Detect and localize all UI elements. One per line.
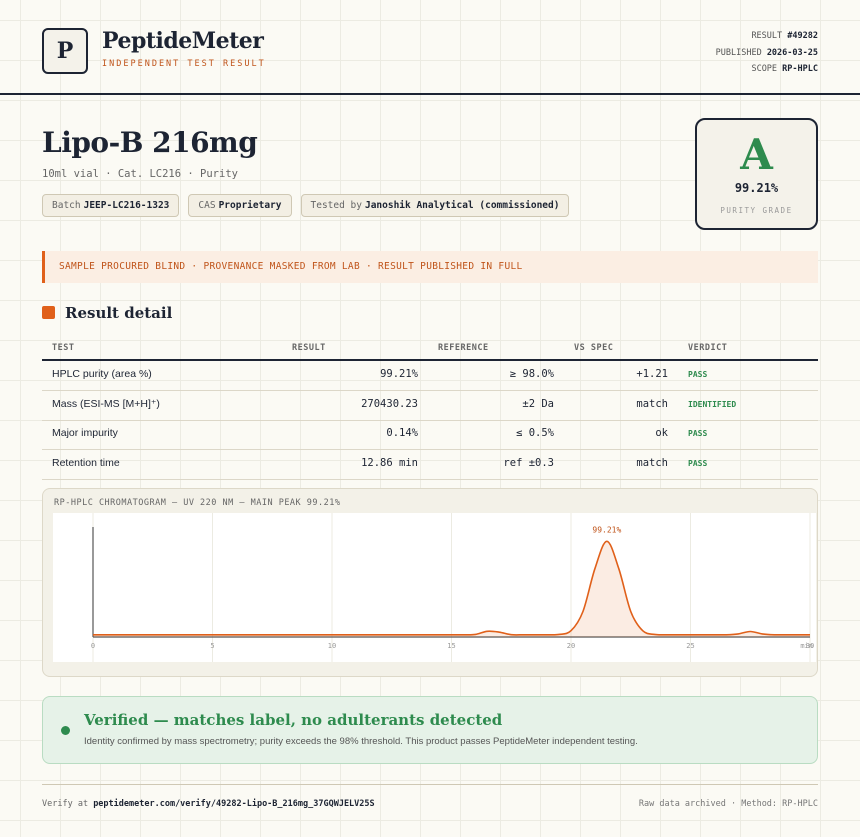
x-tick-label: 30 (806, 642, 814, 650)
meta-row: SCOPE RP-HPLC (716, 61, 818, 78)
table-cell: match (636, 456, 668, 469)
plot-background (53, 513, 816, 662)
product-subtitle: 10ml vial · Cat. LC216 · Purity (42, 168, 238, 180)
meta-row: RESULT #49282 (716, 28, 818, 45)
table-cell: ±2 Da (522, 397, 554, 410)
verdict: PASS (688, 429, 708, 438)
table-rule (42, 359, 818, 361)
table-cell: +1.21 (636, 368, 668, 380)
peak-annotation: 99.21% (592, 525, 621, 534)
table-cell: ≤ 0.5% (516, 427, 554, 439)
meta-label: RESULT (751, 31, 783, 41)
grade-label: PURITY GRADE (720, 206, 793, 215)
x-tick-label: 5 (210, 642, 214, 650)
logo: P (42, 28, 88, 74)
tagline: INDEPENDENT TEST RESULT (102, 59, 266, 69)
table-header: VERDICT (688, 343, 728, 353)
table-cell: Mass (ESI-MS [M+H]⁺) (52, 397, 160, 410)
footer-verify: Verify at peptidemeter.com/verify/49282-… (42, 799, 375, 809)
tag-label: Batch (52, 200, 81, 211)
verdict: IDENTIFIED (688, 399, 737, 409)
table-cell: ref ±0.3 (503, 456, 554, 469)
tags: Batch JEEP-LC216-1323 CAS Proprietary Tested… (42, 194, 570, 217)
tag-value: Janoshik Analytical (commissioned) (364, 200, 560, 211)
notice-text: SAMPLE PROCURED BLIND · PROVENANCE MASKE… (59, 261, 523, 272)
line (93, 540, 810, 636)
verdict: PASS (688, 458, 708, 468)
footer-note: Raw data archived · Method: RP-HPLC (638, 799, 818, 809)
x-tick-label: 15 (447, 642, 455, 650)
tag-value: Proprietary (218, 200, 282, 211)
footer-divider (42, 784, 818, 785)
table-header: RESULT (292, 343, 326, 353)
section-icon (42, 306, 55, 319)
x-tick-label: 0 (91, 642, 95, 650)
tag-value: JEEP-LC216-1323 (83, 200, 170, 211)
meta-label: SCOPE (751, 64, 778, 74)
row-divider (42, 449, 818, 450)
table-header: TEST (52, 343, 75, 353)
row-divider (42, 419, 818, 421)
table-cell: 12.86 min (361, 456, 418, 469)
verified-box (42, 696, 818, 764)
tag: CAS Proprietary (188, 194, 292, 217)
tag: Tested by Janoshik Analytical (commission… (300, 194, 570, 217)
table-cell: ok (655, 427, 668, 439)
divider (0, 93, 860, 95)
table-cell: HPLC purity (area %) (52, 368, 152, 380)
verify-link[interactable]: peptidemeter.com/verify/49282-Lipo-B_216… (93, 799, 375, 809)
tag-label: CAS (198, 200, 216, 211)
verified-dot (61, 726, 70, 735)
verify-label: Verify at (42, 799, 89, 809)
section-title: Result detail (65, 304, 173, 322)
grade-value: 99.21% (734, 181, 779, 195)
grade-letter: A (740, 130, 773, 179)
table-cell: Retention time (52, 456, 120, 469)
verified-title: Verified — matches label, no adulterants… (84, 711, 503, 729)
tag: Batch JEEP-LC216-1323 (42, 194, 180, 217)
table-cell: Major impurity (52, 427, 118, 439)
x-axis-label: min (800, 642, 813, 650)
product-name: Lipo-B 216mg (42, 126, 258, 159)
meta-value: #49282 (787, 31, 818, 41)
row-divider (42, 390, 818, 391)
x-tick-label: 20 (567, 642, 575, 650)
grade-card: A 99.21% PURITY GRADE (695, 118, 818, 230)
notice: SAMPLE PROCURED BLIND · PROVENANCE MASKE… (42, 251, 818, 283)
brand: PeptideMeter (102, 28, 264, 54)
row-divider (42, 478, 818, 480)
table-cell: 99.21% (380, 368, 418, 380)
meta: RESULT #49282 PUBLISHED 2026-03-25 SCOPE R… (716, 28, 818, 78)
tag-label: Tested by (310, 200, 362, 211)
meta-row: PUBLISHED 2026-03-25 (716, 45, 818, 62)
table-cell: 0.14% (386, 427, 418, 439)
x-tick-label: 10 (328, 642, 336, 650)
meta-label: PUBLISHED (715, 47, 762, 58)
table-cell: match (636, 397, 668, 410)
verified-text: Identity confirmed by mass spectrometry;… (84, 736, 638, 747)
table-cell: 270430.23 (361, 397, 418, 410)
meta-value: RP-HPLC (782, 64, 818, 74)
meta-value: 2026-03-25 (766, 47, 818, 58)
table-cell: ≥ 98.0% (509, 368, 554, 380)
x-tick-label: 25 (686, 642, 694, 650)
table-header: VS SPEC (574, 343, 614, 353)
verdict: PASS (688, 370, 708, 379)
chart-title: RP-HPLC CHROMATOGRAM — UV 220 NM — MAIN … (54, 498, 341, 508)
table-header: REFERENCE (438, 343, 489, 353)
